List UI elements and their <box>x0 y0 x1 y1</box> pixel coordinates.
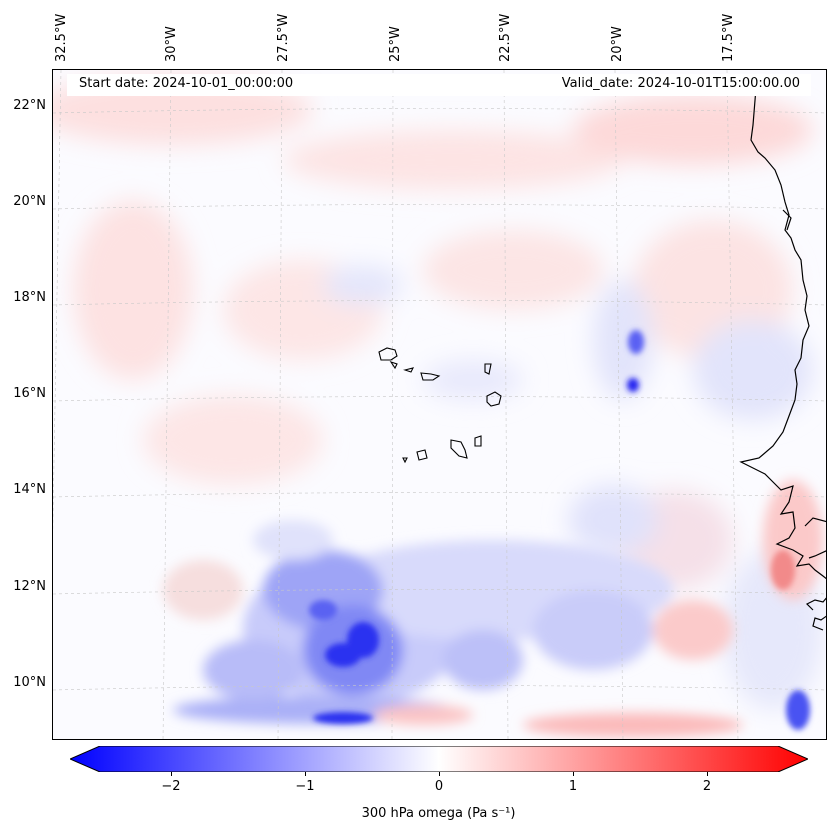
coastline <box>739 87 826 631</box>
header-box <box>67 74 811 96</box>
lon-label-17-5w: 17.5°W <box>721 13 736 62</box>
field-smooth <box>53 75 823 710</box>
cb-tick-0: 0 <box>434 779 444 794</box>
cb-tickmark-2 <box>707 772 708 776</box>
lon-label-30w: 30°W <box>164 26 179 62</box>
valid-date-text: Valid_date: 2024-10-01T15:00:00.00 <box>561 76 800 91</box>
lat-label-10n: 10°N <box>13 675 46 690</box>
field-intense-cores <box>309 330 810 730</box>
lon-label-25w: 25°W <box>388 26 403 62</box>
colorbar-bar <box>70 746 808 772</box>
colorbar <box>70 746 808 772</box>
cape-verde-islands <box>378 347 502 464</box>
lat-label-12n: 12°N <box>13 579 46 594</box>
cb-tickmark-neg2 <box>171 772 172 776</box>
lon-label-20w: 20°W <box>610 26 625 62</box>
map-panel[interactable]: Start date: 2024-10-01_00:00:00 Valid_da… <box>52 69 827 740</box>
start-date-text: Start date: 2024-10-01_00:00:00 <box>79 76 294 91</box>
cb-tick-2: 2 <box>702 779 712 794</box>
lat-label-20n: 20°N <box>13 194 46 209</box>
cb-tick-neg2: −2 <box>161 779 181 794</box>
gridlines <box>53 70 826 739</box>
cb-tickmark-neg1 <box>305 772 306 776</box>
cb-tickmark-1 <box>573 772 574 776</box>
lat-label-14n: 14°N <box>13 482 46 497</box>
omega-field-map <box>53 70 826 739</box>
cb-tick-1: 1 <box>568 779 578 794</box>
lon-label-32-5w: 32.5°W <box>54 13 69 62</box>
lon-label-27-5w: 27.5°W <box>276 13 291 62</box>
colorbar-label: 300 hPa omega (Pa s⁻¹) <box>361 806 516 821</box>
lon-label-22-5w: 22.5°W <box>498 13 513 62</box>
lat-label-16n: 16°N <box>13 386 46 401</box>
cb-tickmark-0 <box>439 772 440 776</box>
lat-label-22n: 22°N <box>13 98 46 113</box>
lat-label-18n: 18°N <box>13 290 46 305</box>
cb-tick-neg1: −1 <box>295 779 315 794</box>
